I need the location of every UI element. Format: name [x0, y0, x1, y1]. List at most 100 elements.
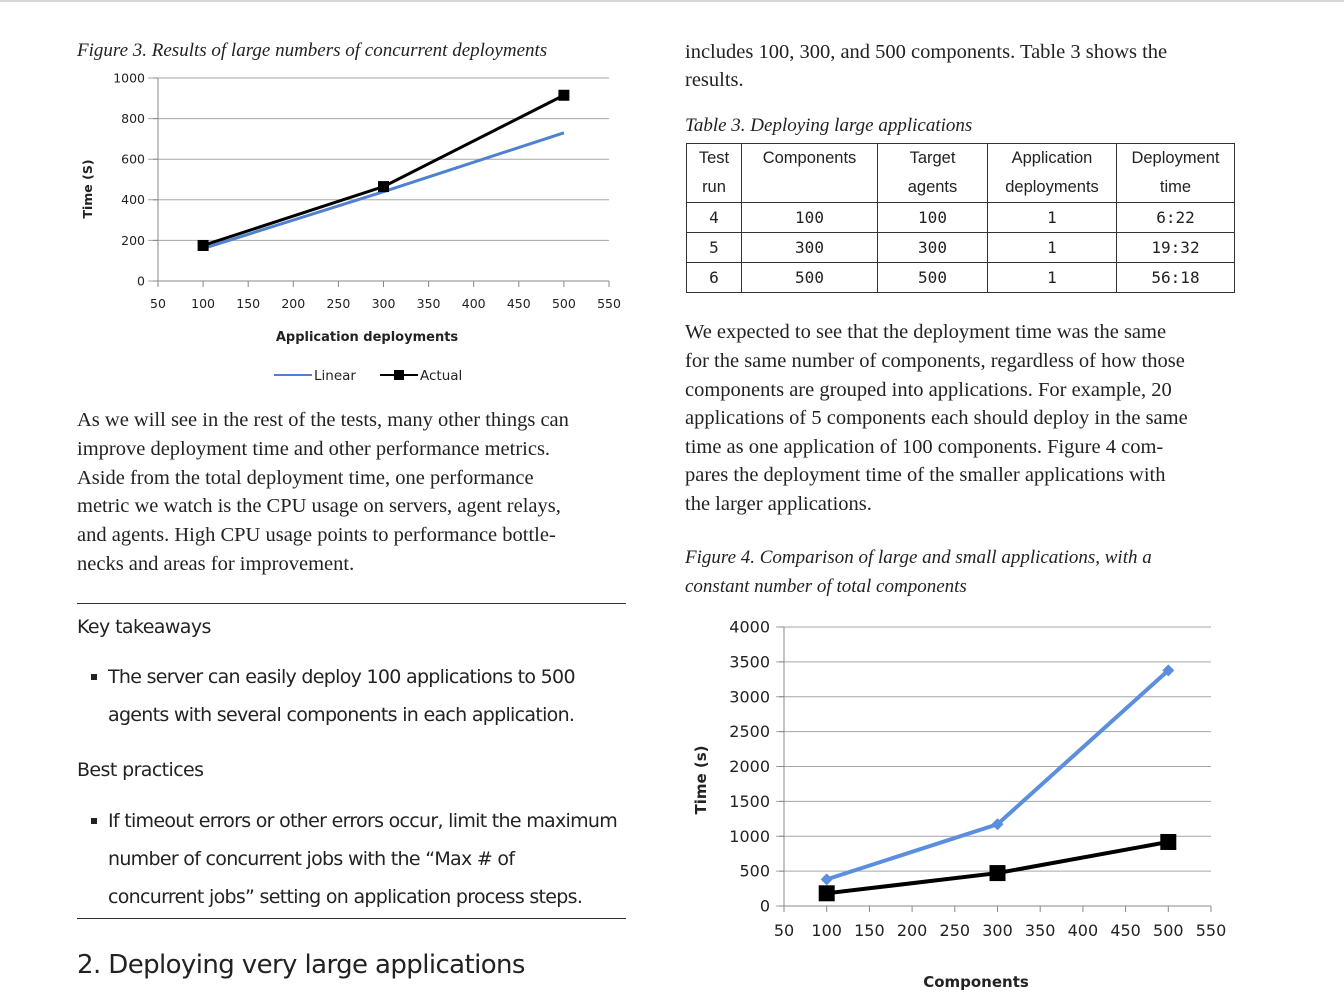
x-axis-title: Components [923, 973, 1029, 991]
paragraph-line: the larger applications. [685, 493, 872, 515]
bullet-square-icon [91, 818, 97, 824]
y-axis-title: Time (S) [80, 159, 95, 218]
table-cell: 1 [987, 202, 1117, 233]
y-tick-label: 200 [121, 233, 145, 248]
paragraph-line: pares the deployment time of the smaller… [685, 464, 1166, 486]
y-tick-label: 3000 [729, 687, 770, 706]
key-takeaways-bullet: The server can easily deploy 100 applica… [91, 658, 576, 734]
y-tick-label: 2500 [729, 722, 770, 741]
y-tick-label: 3500 [729, 652, 770, 671]
table-cell: 100 [741, 202, 878, 233]
x-tick-label: 100 [191, 296, 215, 311]
x-tick-label: 500 [552, 296, 576, 311]
y-tick-label: 1000 [729, 827, 770, 846]
x-tick-label: 350 [1025, 921, 1056, 940]
table-cell: 56:18 [1116, 262, 1235, 293]
figure3-chart: 0 200 400 600 800 1000 50 100 150 200 250 300 350 400… [80, 70, 621, 384]
table-cell: 5 [686, 232, 742, 263]
header-cell: Deployment [1116, 143, 1235, 173]
data-point [1160, 833, 1177, 850]
x-tick-label: 100 [811, 921, 842, 940]
y-tick-label: 0 [137, 273, 145, 288]
table-cell: 500 [741, 262, 878, 293]
table-cell: 4 [686, 202, 742, 233]
best-practices-heading: Best practices [77, 759, 204, 781]
data-point [818, 885, 835, 902]
x-tick-label: 250 [940, 921, 971, 940]
data-point [991, 818, 1004, 831]
figure3-caption: Figure 3. Results of large numbers of co… [77, 40, 548, 61]
figure4-chart: 0 500 1000 1500 2000 2500 3000 3500 4000 50 100 150… [692, 618, 1226, 991]
y-tick-label: 500 [739, 862, 770, 881]
intro-line: includes 100, 300, and 500 components. T… [685, 41, 1168, 63]
table-row: 5 300 300 1 19:32 [686, 232, 1235, 263]
table-cell: 6:22 [1116, 202, 1235, 233]
y-tick-label: 0 [760, 897, 770, 916]
x-tick-label: 250 [326, 296, 350, 311]
x-tick-label: 150 [236, 296, 260, 311]
header-cell [741, 173, 878, 203]
header-cell: Test [686, 143, 742, 173]
header-cell: agents [877, 173, 988, 203]
y-tick-label: 400 [121, 192, 145, 207]
bullet-line: agents with several components in each a… [108, 704, 575, 726]
x-tick-label: 400 [462, 296, 486, 311]
header-cell: run [686, 173, 742, 203]
paragraph-line: time as one application of 100 component… [685, 436, 1164, 458]
x-tick-label: 550 [597, 296, 621, 311]
takeaways-bottom-rule [77, 918, 626, 919]
series-line [826, 668, 1170, 882]
bullet-square-icon [91, 674, 97, 680]
figure4-caption-line: constant number of total components [685, 576, 967, 597]
y-tick-label: 1000 [113, 70, 145, 85]
x-tick-label: 50 [774, 921, 794, 940]
paragraph-line: metric we watch is the CPU usage on serv… [77, 495, 561, 517]
best-practices-bullet: If timeout errors or other errors occur,… [91, 802, 618, 916]
table-cell: 19:32 [1116, 232, 1235, 263]
data-point [378, 181, 389, 193]
x-tick-label: 300 [372, 296, 396, 311]
data-point [820, 873, 833, 886]
bullet-line: If timeout errors or other errors occur,… [108, 810, 618, 832]
header-cell: time [1116, 173, 1235, 203]
header-cell: Target [877, 143, 988, 173]
y-axis-title: Time (s) [692, 745, 710, 814]
paragraph-line: As we will see in the rest of the tests,… [77, 409, 569, 431]
x-tick-label: 150 [854, 921, 885, 940]
x-tick-label: 450 [1110, 921, 1141, 940]
data-point [1162, 664, 1175, 677]
paragraph-line: applications of 5 components each should… [685, 407, 1188, 429]
legend-marker [394, 370, 404, 380]
x-axis-title: Application deployments [276, 330, 459, 345]
x-tick-label: 200 [281, 296, 305, 311]
table-row: 6 500 500 1 56:18 [686, 262, 1235, 293]
y-tick-label: 1500 [729, 792, 770, 811]
table-header-row: run agents deployments time [686, 173, 1235, 203]
bullet-line: The server can easily deploy 100 applica… [108, 666, 576, 688]
y-tick-label: 800 [121, 111, 145, 126]
figure4-caption-line: Figure 4. Comparison of large and small … [685, 547, 1152, 568]
paragraph-line: We expected to see that the deployment t… [685, 321, 1167, 343]
legend-label: Actual [420, 368, 462, 384]
paragraph-line: improve deployment time and other perfor… [77, 438, 551, 460]
top-border [0, 0, 1344, 2]
section-title: 2. Deploying very large applications [77, 950, 525, 980]
table-cell: 1 [987, 262, 1117, 293]
x-tick-label: 350 [417, 296, 441, 311]
table-cell: 6 [686, 262, 742, 293]
table-header-row: Test Components Target Application Deplo… [686, 143, 1235, 173]
table-cell: 300 [877, 232, 988, 263]
data-point [989, 865, 1006, 882]
x-tick-label: 300 [982, 921, 1013, 940]
paragraph-line: components are grouped into applications… [685, 379, 1172, 401]
data-point [558, 89, 570, 101]
bullet-line: number of concurrent jobs with the “Max … [108, 848, 515, 870]
table-cell: 500 [877, 262, 988, 293]
paragraph-line: for the same number of components, regar… [685, 350, 1185, 372]
legend-label: Linear [314, 368, 356, 384]
paragraph-line: and agents. High CPU usage points to per… [77, 524, 556, 546]
table-cell: 300 [741, 232, 878, 263]
header-cell: Components [741, 143, 878, 173]
key-takeaways-heading: Key takeaways [77, 616, 211, 638]
x-tick-label: 450 [507, 296, 531, 311]
